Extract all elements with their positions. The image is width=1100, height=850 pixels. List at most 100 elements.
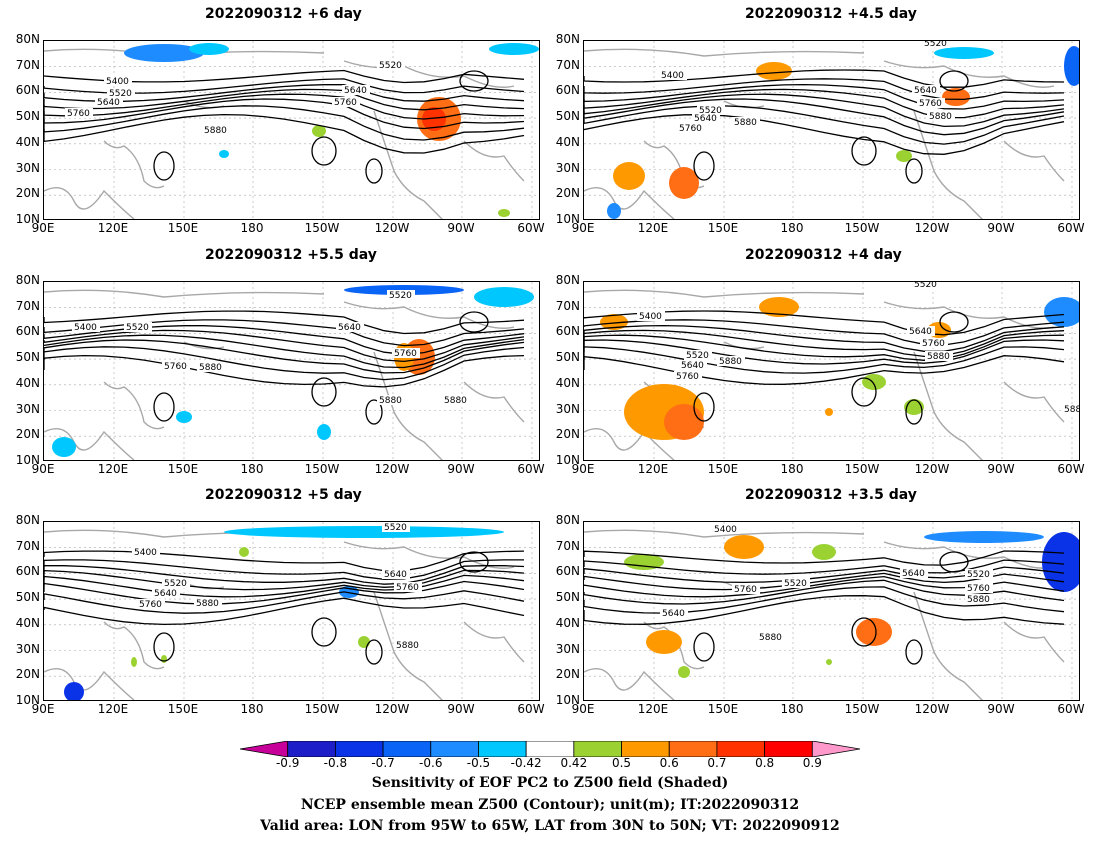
contour-label-bg	[912, 85, 940, 95]
z500-contour	[44, 310, 525, 335]
contour-label: 5640	[681, 361, 704, 371]
contour-label-bg	[965, 594, 993, 604]
lat-label: 60N	[555, 324, 580, 339]
z500-contour	[584, 586, 1065, 614]
contour-label-bg	[197, 362, 225, 372]
contour-label-bg	[712, 524, 740, 534]
lat-label: 80N	[555, 273, 580, 287]
shaded-region	[64, 682, 84, 700]
lat-label: 40N	[555, 375, 580, 390]
lat-label: 80N	[555, 32, 580, 46]
contour-label-bg	[782, 578, 810, 588]
lon-label: 90E	[31, 702, 55, 716]
contour-label: 5640	[694, 114, 717, 124]
z500-contour	[584, 88, 1065, 119]
contour-label-bg	[394, 640, 422, 650]
contour-label: 5640	[154, 589, 177, 599]
lat-label: 70N	[15, 538, 40, 553]
contour-label-bg	[387, 290, 415, 300]
lon-label: 90W	[987, 462, 1015, 476]
coastline	[103, 140, 165, 189]
contour-label-bg	[732, 584, 760, 594]
coastline	[584, 187, 675, 219]
lon-label: 120W	[374, 221, 410, 235]
closed-contour	[311, 377, 337, 407]
colorbar-segment	[716, 741, 766, 757]
z500-contour	[584, 78, 1065, 101]
z500-contour	[44, 339, 525, 374]
colorbar-arrow-low	[240, 741, 289, 757]
contour-label: 5640	[338, 323, 361, 333]
contour-label-bg	[95, 97, 123, 107]
colorbar-segment	[668, 741, 718, 757]
contour-label-bg	[900, 568, 928, 578]
contour-label: 5880	[759, 633, 782, 643]
coastline	[913, 110, 983, 219]
colorbar-tick-label: -0.6	[419, 756, 443, 770]
coastline	[584, 428, 675, 460]
lat-label: 30N	[555, 641, 580, 656]
shaded-region	[239, 547, 249, 557]
contour-label: 5520	[914, 282, 937, 290]
contour-label: 5520	[784, 579, 807, 589]
colorbar-tick-label: 0.8	[755, 756, 775, 770]
z500-contour	[584, 355, 1065, 385]
shaded-region	[176, 411, 192, 423]
lon-label: 90E	[571, 702, 595, 716]
lon-label: 150W	[844, 221, 880, 235]
colorbar-segment	[382, 741, 432, 757]
contour-label: 5760	[922, 339, 945, 349]
contour-label: 5880	[719, 357, 742, 367]
contour-label: 5760	[394, 349, 417, 359]
contour-label-bg	[394, 582, 422, 592]
lat-label: 30N	[15, 401, 40, 416]
lat-label: 20N	[555, 427, 580, 442]
lon-label: 120W	[914, 702, 950, 716]
contour-label-bg	[920, 338, 948, 348]
panel-title: 2022090312 +5 day	[205, 487, 362, 503]
lat-label: 30N	[555, 401, 580, 416]
z500-contour	[44, 569, 525, 591]
lon-label: 120E	[97, 702, 129, 716]
contour-label-bg	[162, 578, 190, 588]
coastline	[883, 541, 1055, 569]
z500-contour	[44, 559, 524, 580]
coastline	[343, 60, 515, 88]
colorbar-tick-label: -0.42	[510, 756, 542, 770]
shaded-region	[1042, 532, 1079, 592]
lat-label: 10N	[555, 452, 580, 467]
lon-label: 90W	[447, 702, 475, 716]
z500-contour	[584, 579, 1065, 605]
colorbar-segment	[287, 741, 336, 757]
colorbar-tick-label: 0.9	[802, 756, 822, 770]
shaded-region	[624, 554, 664, 570]
z500-contour	[584, 559, 1065, 575]
lat-label: 30N	[15, 641, 40, 656]
lon-label: 90W	[447, 221, 475, 235]
colorbar-segment	[334, 741, 384, 757]
colorbar-arrow-high	[811, 741, 860, 757]
contour-label: 5520	[699, 106, 722, 116]
z500-contour	[584, 339, 1065, 365]
coastline	[343, 301, 515, 329]
closed-contour	[153, 392, 175, 422]
shaded-region	[942, 88, 970, 106]
lon-label: 150E	[707, 221, 739, 235]
contour-label: 5760	[396, 583, 419, 593]
contour-label: 5640	[97, 98, 120, 108]
contour-label-bg	[1062, 404, 1079, 414]
z500-contour	[584, 93, 1065, 128]
lat-label: 20N	[15, 186, 40, 201]
colorbar-segment	[764, 741, 813, 757]
coastline	[463, 621, 525, 663]
caption-line-1: Sensitivity of EOF PC2 to Z500 field (Sh…	[371, 775, 729, 791]
shaded-region	[934, 47, 994, 59]
colorbar-segment	[621, 741, 670, 757]
contour-label-bg	[922, 41, 950, 48]
lat-label: 40N	[555, 615, 580, 630]
contour-label-bg	[72, 322, 100, 332]
closed-contour	[905, 399, 923, 425]
contour-label: 5640	[384, 570, 407, 580]
lat-label: 70N	[555, 538, 580, 553]
